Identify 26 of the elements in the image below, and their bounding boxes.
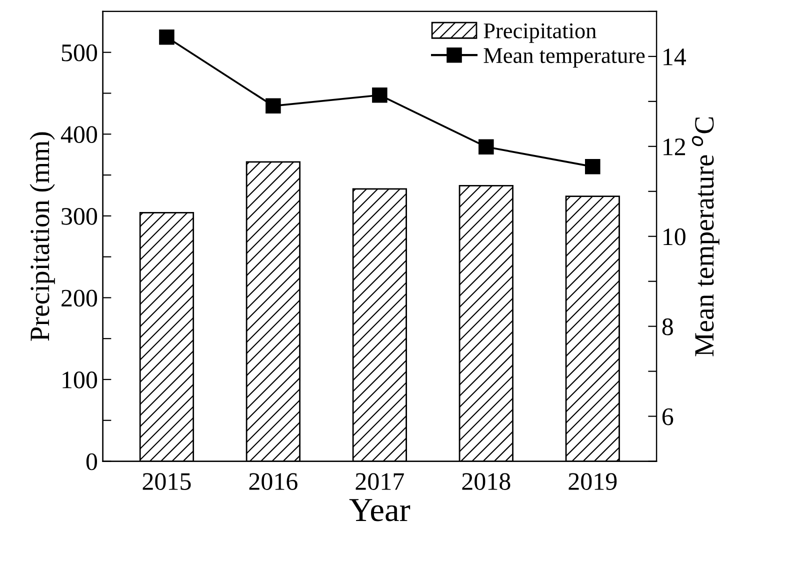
y-tick-label: 400 (60, 126, 98, 144)
point (266, 98, 281, 114)
point (159, 29, 174, 45)
legend-label: Precipitation (484, 23, 596, 43)
x-tick-label: 2015 (142, 473, 191, 490)
x-tick-label: 2018 (462, 473, 510, 490)
y2-tick-label: 8 (662, 318, 673, 336)
y-tick-label: 300 (62, 208, 98, 225)
y2-tick-label: 10 (664, 228, 686, 246)
y-tick-label: 0 (86, 453, 98, 470)
y2-tick-label: 14 (664, 48, 686, 66)
y-tick-label: 100 (62, 372, 98, 388)
y2-axis-title: Mean temperature $^{o}$C (692, 117, 720, 356)
y2-tick-label: 6 (662, 408, 674, 426)
y-tick-label: 500 (62, 44, 98, 62)
point (478, 139, 494, 154)
legend-label: Mean temperature (484, 48, 645, 68)
y-tick-label: 200 (62, 290, 98, 307)
y-axis-title: Precipitation (mm) (30, 132, 55, 341)
point (585, 159, 600, 174)
x-tick-label: 2016 (249, 473, 298, 490)
y2-tick-label: 12 (664, 138, 686, 156)
point (372, 87, 388, 103)
x-tick-label: 2017 (356, 473, 404, 490)
x-tick-label: 2019 (568, 473, 617, 490)
x-axis-title: Year (349, 499, 410, 522)
